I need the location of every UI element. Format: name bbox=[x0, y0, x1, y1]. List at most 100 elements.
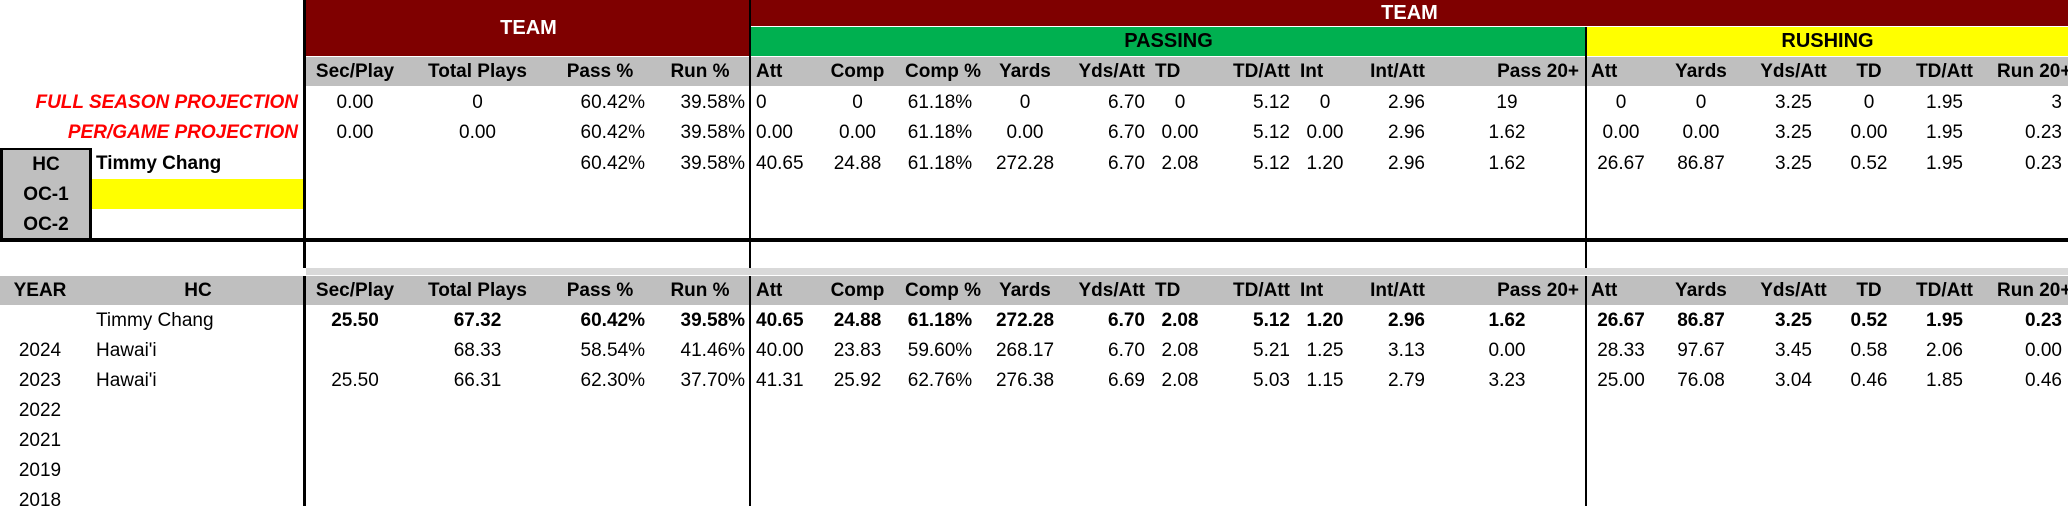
rushing-value: 0.23 bbox=[2025, 310, 2062, 331]
rushing-value: 86.87 bbox=[1677, 310, 1725, 331]
passing-value bbox=[1356, 486, 1431, 516]
rushing-value bbox=[1898, 426, 1993, 456]
passing-rushing-divider bbox=[1585, 27, 1587, 268]
history-passing-col-header: Yds/Att bbox=[1071, 276, 1151, 305]
passing-value bbox=[1431, 486, 1585, 516]
projection-label: PER/GAME PROJECTION bbox=[67, 122, 298, 143]
passing-value: 5.12 bbox=[1253, 92, 1290, 113]
passing-value: 0 bbox=[1319, 92, 1331, 113]
team-value: 60.42% bbox=[580, 122, 645, 143]
header-team-right: TEAM bbox=[751, 0, 2068, 26]
team-value: 41.46% bbox=[680, 340, 745, 361]
team-value bbox=[651, 486, 751, 516]
team-value: 37.70% bbox=[680, 370, 745, 391]
history-rushing-col-header: Att bbox=[1587, 276, 1657, 305]
passing-value: 40.00 bbox=[756, 340, 804, 361]
passing-value bbox=[901, 426, 981, 456]
team-value bbox=[406, 149, 551, 179]
passing-value: 6.70 bbox=[1108, 310, 1145, 331]
passing-value bbox=[1151, 486, 1211, 516]
team-value bbox=[406, 426, 551, 456]
passing-value bbox=[1071, 456, 1151, 486]
team-value: 25.50 bbox=[331, 370, 379, 391]
passing-value: 276.38 bbox=[995, 370, 1055, 391]
passing-value bbox=[1431, 456, 1585, 486]
passing-value: 59.60% bbox=[907, 340, 973, 361]
history-passing-col-header: Comp bbox=[816, 276, 901, 305]
year-cell: 2018 bbox=[18, 490, 62, 511]
staff-role-label: HC bbox=[3, 150, 89, 179]
rushing-value: 0 bbox=[1615, 92, 1627, 113]
passing-value: 6.70 bbox=[1108, 92, 1145, 113]
hc-col-header: HC bbox=[92, 276, 304, 305]
top-rushing-col-header: Att bbox=[1587, 57, 1657, 86]
rushing-value: 1.95 bbox=[1926, 92, 1963, 113]
staff-name-field[interactable] bbox=[92, 179, 304, 209]
passing-value bbox=[1431, 426, 1585, 456]
projection-label: FULL SEASON PROJECTION bbox=[35, 92, 298, 113]
rushing-value bbox=[1587, 426, 1657, 456]
rushing-value: 0 bbox=[1863, 92, 1875, 113]
passing-value bbox=[901, 486, 981, 516]
rushing-value: 0.23 bbox=[2025, 122, 2062, 143]
passing-value: 2.79 bbox=[1388, 370, 1425, 391]
passing-value: 2.96 bbox=[1388, 92, 1425, 113]
hc-name-cell bbox=[92, 396, 304, 426]
year-cell: 2022 bbox=[18, 400, 62, 421]
team-value: 39.58% bbox=[680, 153, 745, 174]
rushing-value: 25.00 bbox=[1597, 370, 1645, 391]
passing-value: 272.28 bbox=[995, 153, 1055, 174]
passing-value bbox=[752, 456, 816, 486]
team-passing-divider bbox=[749, 0, 751, 268]
passing-value bbox=[1211, 456, 1296, 486]
history-passing-col-header: TD/Att bbox=[1211, 276, 1296, 305]
top-rushing-col-header: TD bbox=[1842, 57, 1898, 86]
passing-value bbox=[1356, 426, 1431, 456]
header-team-left: TEAM bbox=[306, 0, 751, 56]
team-value bbox=[306, 149, 406, 179]
rushing-value: 86.87 bbox=[1677, 153, 1725, 174]
hc-name-cell bbox=[92, 486, 304, 516]
top-passing-col-header: Yds/Att bbox=[1071, 57, 1151, 86]
passing-value: 6.70 bbox=[1108, 340, 1145, 361]
rushing-value bbox=[1747, 486, 1842, 516]
rushing-value bbox=[1657, 426, 1747, 456]
history-rushing-col-header: TD/Att bbox=[1898, 276, 1993, 305]
hc-name-cell: Timmy Chang bbox=[96, 310, 214, 331]
passing-value: 1.62 bbox=[1488, 310, 1526, 331]
rushing-value: 0.52 bbox=[1850, 153, 1888, 174]
passing-value bbox=[752, 486, 816, 516]
rushing-value: 26.67 bbox=[1597, 153, 1645, 174]
rushing-value bbox=[1747, 426, 1842, 456]
team-value bbox=[306, 426, 406, 456]
hc-name-cell: Hawai'i bbox=[96, 370, 157, 391]
rushing-value bbox=[1657, 396, 1747, 426]
team-value: 66.31 bbox=[453, 370, 502, 391]
top-team-col-header: Pass % bbox=[551, 57, 651, 86]
history-left-line bbox=[303, 276, 306, 506]
history-passing-col-header: Att bbox=[752, 276, 816, 305]
rushing-value bbox=[1842, 426, 1898, 456]
top-team-col-header: Run % bbox=[651, 57, 751, 86]
rushing-value bbox=[1993, 426, 2068, 456]
top-team-col-header: Total Plays bbox=[406, 57, 551, 86]
rushing-value bbox=[1587, 456, 1657, 486]
passing-value: 25.92 bbox=[833, 370, 882, 391]
year-cell: 2023 bbox=[18, 370, 62, 391]
top-passing-col-header: Int/Att bbox=[1356, 57, 1431, 86]
passing-value bbox=[1211, 486, 1296, 516]
rushing-value bbox=[1898, 486, 1993, 516]
passing-value: 24.88 bbox=[833, 153, 882, 174]
passing-value bbox=[1211, 426, 1296, 456]
history-team-col-header: Total Plays bbox=[406, 276, 551, 305]
rushing-value: 3.25 bbox=[1775, 310, 1812, 331]
top-rushing-col-header: Yards bbox=[1657, 57, 1747, 86]
staff-name-field[interactable]: Timmy Chang bbox=[96, 153, 222, 174]
passing-value: 0.00 bbox=[756, 122, 793, 143]
passing-value bbox=[1296, 396, 1356, 426]
staff-name-field[interactable] bbox=[92, 209, 304, 239]
passing-value bbox=[1296, 426, 1356, 456]
passing-value: 24.88 bbox=[833, 310, 882, 331]
rushing-value: 0.00 bbox=[1682, 122, 1720, 143]
passing-value: 19 bbox=[1496, 92, 1518, 113]
